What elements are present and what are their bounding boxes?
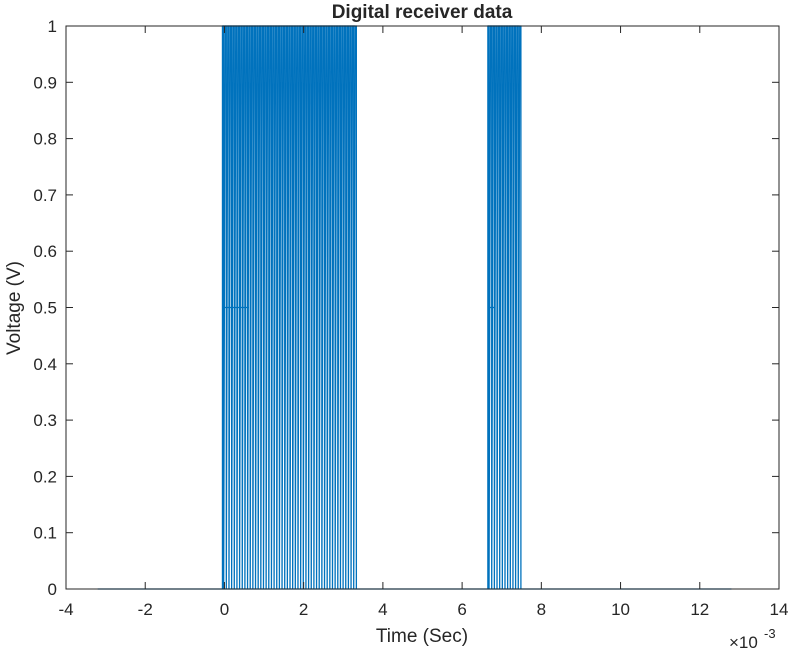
x-tick-label: 0 <box>220 600 229 619</box>
y-tick-label: 0.4 <box>33 355 57 374</box>
x-axis-label: Time (Sec) <box>376 626 468 647</box>
y-tick-label: 0.1 <box>33 524 57 543</box>
x-tick-label: -4 <box>58 600 73 619</box>
y-axis-label: Voltage (V) <box>4 261 25 355</box>
x-tick-label: 8 <box>537 600 546 619</box>
y-tick-label: 1 <box>48 17 57 36</box>
y-tick-label: 0.8 <box>33 130 57 149</box>
x-tick-label: 6 <box>457 600 466 619</box>
y-tick-label: 0.2 <box>33 467 57 486</box>
chart-title: Digital receiver data <box>332 2 513 23</box>
y-tick-label: 0.5 <box>33 299 57 318</box>
x-tick-label: 14 <box>770 600 789 619</box>
y-tick-label: 0 <box>48 580 57 599</box>
x-tick-label: 12 <box>690 600 709 619</box>
y-tick-label: 0.7 <box>33 186 57 205</box>
y-ticks: 0 0.1 0.2 0.3 0.4 0.5 0.6 0.7 0.8 0.9 1 <box>33 17 779 599</box>
x-tick-label: 4 <box>378 600 387 619</box>
x-tick-label: -2 <box>138 600 153 619</box>
x-exponent-base: ×10 <box>729 633 758 650</box>
x-tick-label: 10 <box>611 600 630 619</box>
x-tick-label: 2 <box>299 600 308 619</box>
y-tick-label: 0.3 <box>33 411 57 430</box>
x-ticks: -4 -2 0 2 4 6 8 10 12 14 <box>58 26 788 619</box>
x-exponent-power: -3 <box>764 626 776 641</box>
y-tick-label: 0.9 <box>33 73 57 92</box>
plot-area <box>66 26 779 589</box>
y-tick-label: 0.6 <box>33 242 57 261</box>
